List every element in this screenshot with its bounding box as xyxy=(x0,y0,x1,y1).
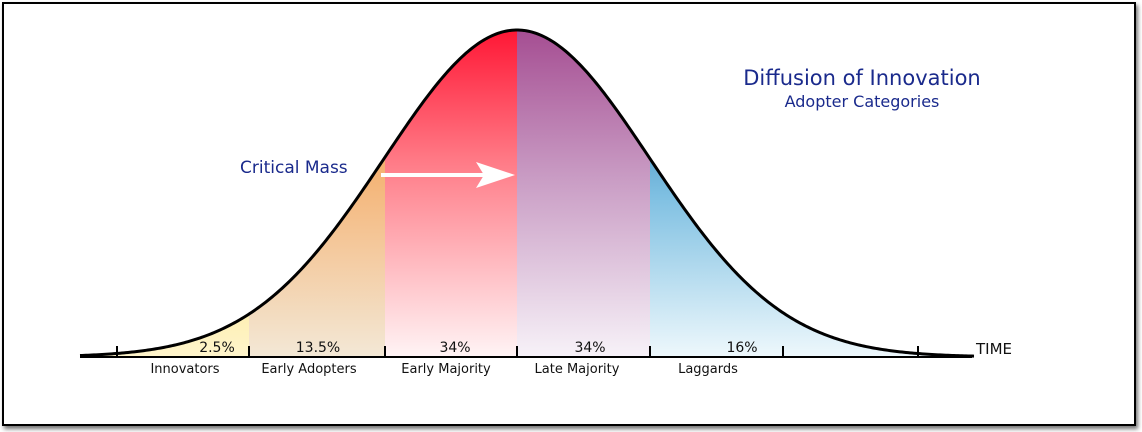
percent-laggards: 16% xyxy=(726,340,757,356)
critical-mass-arrow-head xyxy=(476,162,515,188)
percent-innovators: 2.5% xyxy=(199,340,235,356)
percent-early-adopters: 13.5% xyxy=(296,340,340,356)
diagram-title: Diffusion of Innovation xyxy=(743,66,981,90)
label-early-majority: Early Majority xyxy=(401,362,491,377)
label-laggards: Laggards xyxy=(678,362,738,377)
bell-curve xyxy=(79,28,975,358)
curve-fill xyxy=(80,30,975,357)
percent-late-majority: 34% xyxy=(574,340,605,356)
segment-late-majority xyxy=(517,30,650,357)
percent-early-majority: 34% xyxy=(439,340,470,356)
time-axis-label: TIME xyxy=(975,340,1012,358)
axis-ticks xyxy=(116,346,919,357)
segment-early-adopters xyxy=(249,30,385,357)
diagram-subtitle: Adopter Categories xyxy=(785,92,940,111)
segment-laggards xyxy=(650,30,975,357)
label-early-adopters: Early Adopters xyxy=(261,362,357,377)
segment-innovators xyxy=(80,30,249,357)
label-late-majority: Late Majority xyxy=(535,362,620,377)
label-innovators: Innovators xyxy=(150,362,219,377)
critical-mass-label: Critical Mass xyxy=(240,158,348,178)
